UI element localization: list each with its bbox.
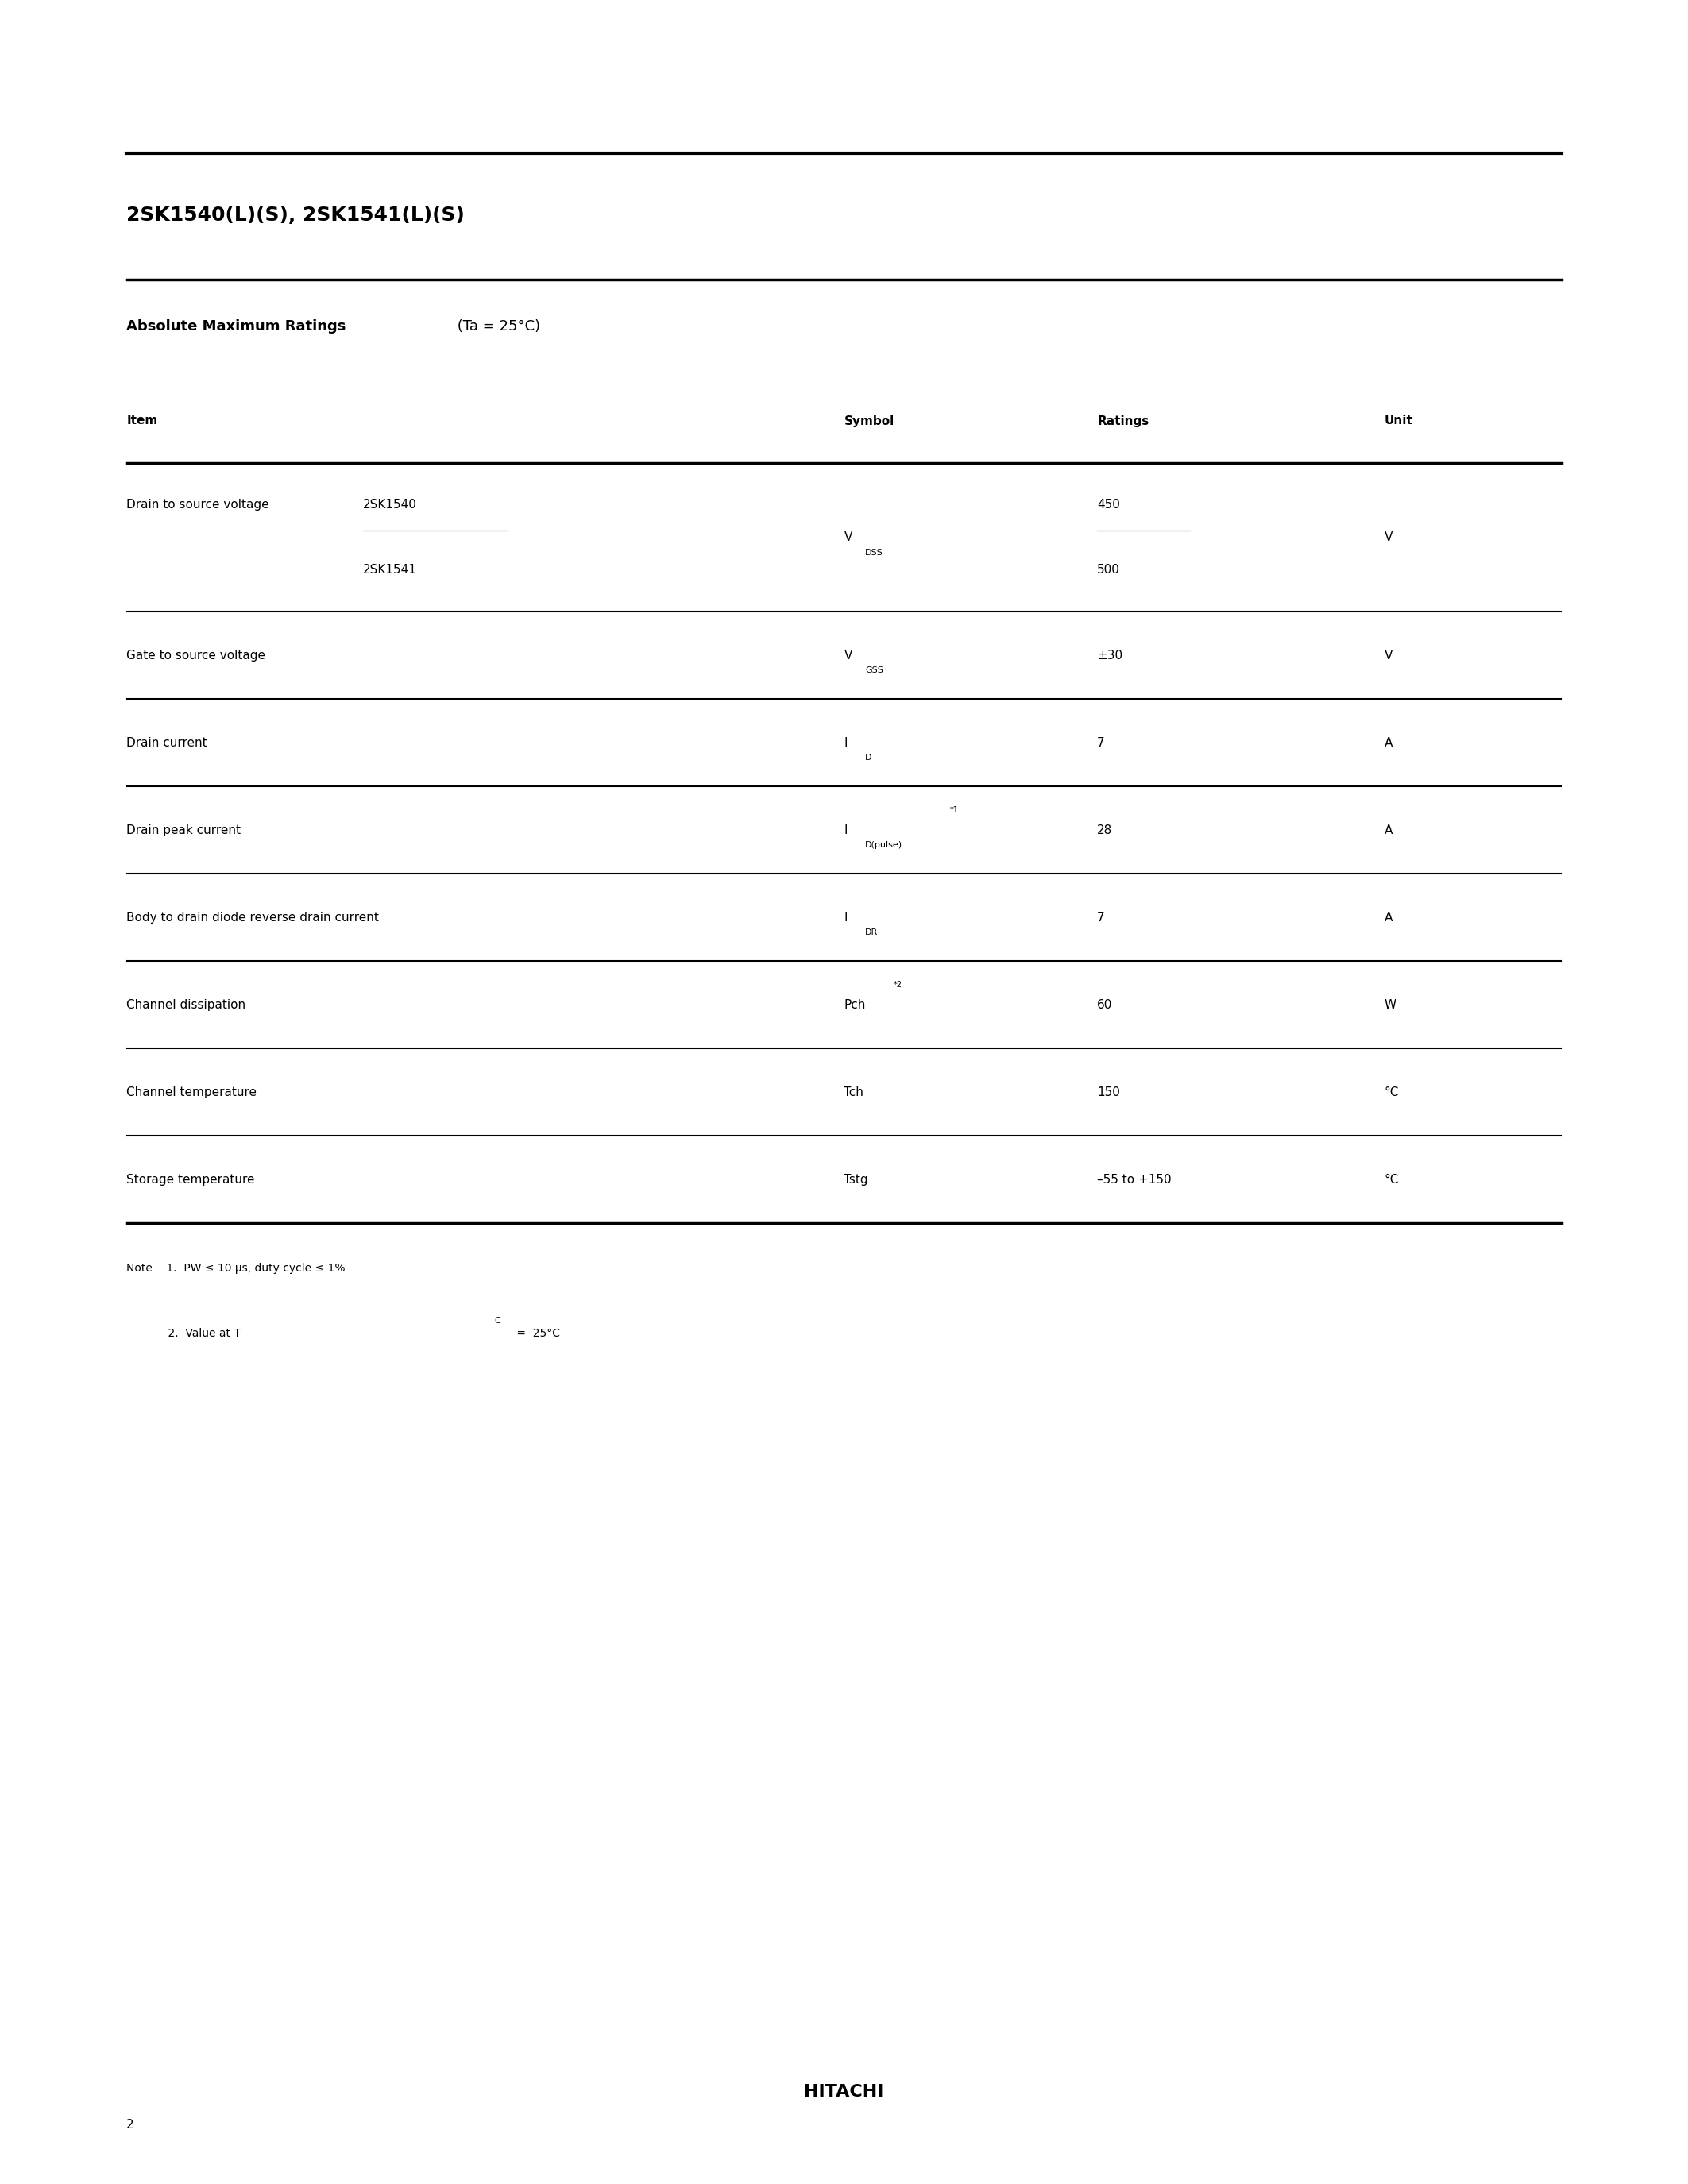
Text: Channel temperature: Channel temperature: [127, 1085, 257, 1099]
Text: Tch: Tch: [844, 1085, 864, 1099]
Text: =  25°C: = 25°C: [513, 1328, 560, 1339]
Text: Gate to source voltage: Gate to source voltage: [127, 649, 265, 662]
Text: 7: 7: [1097, 736, 1106, 749]
Text: I: I: [844, 736, 847, 749]
Text: *2: *2: [895, 981, 903, 989]
Text: GSS: GSS: [866, 666, 883, 675]
Text: Drain peak current: Drain peak current: [127, 823, 241, 836]
Text: 150: 150: [1097, 1085, 1121, 1099]
Text: 2: 2: [127, 2118, 135, 2132]
Text: V: V: [844, 531, 852, 544]
Text: Drain to source voltage: Drain to source voltage: [127, 498, 270, 511]
Text: Symbol: Symbol: [844, 415, 895, 426]
Text: V: V: [844, 649, 852, 662]
Text: W: W: [1384, 998, 1396, 1011]
Text: A: A: [1384, 823, 1393, 836]
Text: Ratings: Ratings: [1097, 415, 1150, 426]
Text: –55 to +150: –55 to +150: [1097, 1173, 1171, 1186]
Text: C: C: [495, 1317, 501, 1326]
Text: ±30: ±30: [1097, 649, 1123, 662]
Text: 450: 450: [1097, 498, 1121, 511]
Text: D: D: [866, 753, 871, 762]
Text: Note    1.  PW ≤ 10 μs, duty cycle ≤ 1%: Note 1. PW ≤ 10 μs, duty cycle ≤ 1%: [127, 1262, 346, 1273]
Text: Unit: Unit: [1384, 415, 1413, 426]
Text: °C: °C: [1384, 1085, 1399, 1099]
Text: DR: DR: [866, 928, 878, 937]
Text: HITACHI: HITACHI: [803, 2084, 885, 2101]
Text: 2SK1540(L)(S), 2SK1541(L)(S): 2SK1540(L)(S), 2SK1541(L)(S): [127, 205, 464, 225]
Text: A: A: [1384, 911, 1393, 924]
Text: V: V: [1384, 649, 1393, 662]
Text: °C: °C: [1384, 1173, 1399, 1186]
Text: 28: 28: [1097, 823, 1112, 836]
Text: 500: 500: [1097, 563, 1121, 577]
Text: Item: Item: [127, 415, 157, 426]
Text: Storage temperature: Storage temperature: [127, 1173, 255, 1186]
Text: Channel dissipation: Channel dissipation: [127, 998, 246, 1011]
Text: I: I: [844, 911, 847, 924]
Text: 60: 60: [1097, 998, 1112, 1011]
Text: (Ta = 25°C): (Ta = 25°C): [452, 319, 540, 334]
Text: 2SK1540: 2SK1540: [363, 498, 417, 511]
Text: Drain current: Drain current: [127, 736, 208, 749]
Text: A: A: [1384, 736, 1393, 749]
Text: I: I: [844, 823, 847, 836]
Text: Body to drain diode reverse drain current: Body to drain diode reverse drain curren…: [127, 911, 380, 924]
Text: D(pulse): D(pulse): [866, 841, 903, 850]
Text: *1: *1: [949, 806, 959, 815]
Text: 7: 7: [1097, 911, 1106, 924]
Text: 2SK1541: 2SK1541: [363, 563, 417, 577]
Text: Absolute Maximum Ratings: Absolute Maximum Ratings: [127, 319, 346, 334]
Text: DSS: DSS: [866, 548, 883, 557]
Text: V: V: [1384, 531, 1393, 544]
Text: Pch: Pch: [844, 998, 866, 1011]
Text: 2.  Value at T: 2. Value at T: [127, 1328, 241, 1339]
Text: Tstg: Tstg: [844, 1173, 868, 1186]
